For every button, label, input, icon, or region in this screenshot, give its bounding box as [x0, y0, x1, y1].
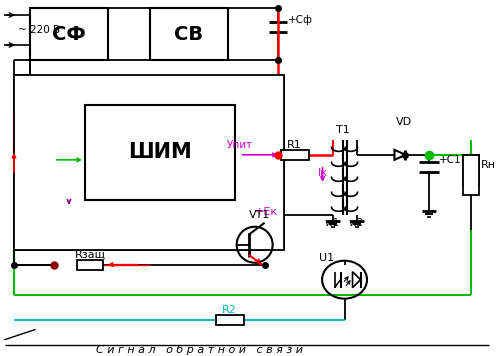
Text: R1: R1	[287, 140, 302, 150]
Text: Упит: Упит	[227, 140, 253, 150]
Bar	[14, 75, 283, 250]
Text: ~ 220 В: ~ 220 В	[18, 25, 60, 35]
Text: СВ: СВ	[174, 25, 203, 43]
Bar	[464, 155, 480, 185]
Bar	[77, 260, 103, 270]
Bar	[464, 155, 480, 195]
Text: Rн: Rн	[482, 160, 497, 170]
Text: +C1: +C1	[440, 155, 462, 165]
Text: U1: U1	[319, 253, 334, 263]
Text: +Eк: +Eк	[254, 207, 278, 217]
Text: Iк: Iк	[317, 168, 327, 178]
Text: w1: w1	[325, 218, 340, 228]
Text: СФ: СФ	[52, 25, 86, 43]
Bar	[30, 8, 108, 60]
Text: С и г н а л   о б р а т н о й   с в я з и: С и г н а л о б р а т н о й с в я з и	[96, 345, 303, 355]
Polygon shape	[352, 272, 360, 288]
Polygon shape	[395, 150, 406, 160]
Text: T1: T1	[336, 125, 349, 135]
Bar	[85, 105, 235, 200]
Text: +Сф: +Сф	[287, 15, 312, 25]
Bar	[150, 8, 228, 60]
Text: VT1: VT1	[249, 210, 270, 220]
Text: VD: VD	[396, 117, 413, 127]
Text: w2: w2	[349, 218, 364, 228]
Text: Rзащ: Rзащ	[74, 250, 105, 260]
Text: R2: R2	[222, 305, 237, 315]
Bar	[280, 150, 308, 160]
Bar	[216, 315, 244, 325]
Text: ШИМ: ШИМ	[128, 142, 192, 162]
